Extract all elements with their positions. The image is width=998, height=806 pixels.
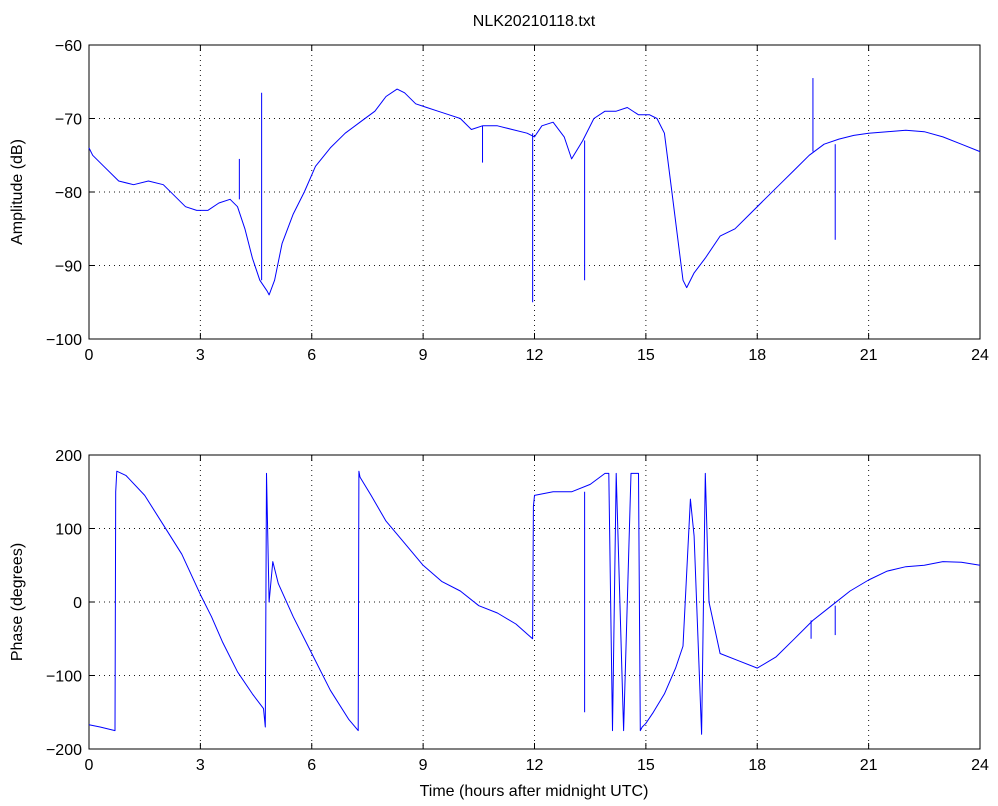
amplitude-x-tick-label: 18	[748, 347, 766, 364]
phase-x-axis-label: Time (hours after midnight UTC)	[420, 783, 649, 800]
phase-series-line	[88, 470, 981, 735]
phase-x-tick-label: 15	[637, 757, 655, 774]
amplitude-series	[88, 78, 981, 303]
phase-series	[88, 470, 981, 735]
phase-panel: 0 3 6 9 12 15 18 21 24 −200 −100 0 100 200 Phase (deg…	[9, 448, 989, 800]
phase-x-tick-label: 9	[419, 757, 428, 774]
amplitude-x-tick-label: 24	[971, 347, 989, 364]
amplitude-x-tick-label: 6	[307, 347, 316, 364]
amplitude-y-axis-label: Amplitude (dB)	[9, 139, 26, 245]
amplitude-y-tick-label: −90	[55, 259, 82, 276]
amplitude-x-tick-label: 12	[526, 347, 544, 364]
amplitude-x-tick-label: 9	[419, 347, 428, 364]
amplitude-y-tick-label: −80	[55, 185, 82, 202]
amplitude-y-tick-label: −60	[55, 38, 82, 55]
amplitude-panel: 0 3 6 9 12 15 18 21 24 −100 −90 −80 −70 −60 Amplitude…	[9, 38, 989, 364]
phase-x-tick-label: 3	[196, 757, 205, 774]
phase-x-tick-label: 24	[971, 757, 989, 774]
amplitude-x-tick-label: 15	[637, 347, 655, 364]
amplitude-ticks: 0 3 6 9 12 15 18 21 24 −100 −90 −80 −70 −60	[46, 38, 989, 364]
phase-y-tick-label: 100	[55, 522, 82, 539]
phase-y-axis-label: Phase (degrees)	[9, 543, 26, 661]
amplitude-y-tick-label: −70	[55, 112, 82, 129]
phase-x-tick-label: 0	[85, 757, 94, 774]
phase-x-tick-label: 12	[526, 757, 544, 774]
amplitude-x-tick-label: 21	[860, 347, 878, 364]
phase-y-tick-label: −200	[46, 742, 82, 759]
phase-y-tick-label: −100	[46, 669, 82, 686]
phase-y-tick-label: 200	[55, 448, 82, 465]
phase-x-tick-label: 6	[307, 757, 316, 774]
chart-title: NLK20210118.txt	[473, 13, 596, 30]
phase-x-tick-label: 21	[860, 757, 878, 774]
phase-x-tick-label: 18	[748, 757, 766, 774]
phase-ticks: 0 3 6 9 12 15 18 21 24 −200 −100 0 100 200	[46, 448, 989, 774]
amplitude-x-tick-label: 3	[196, 347, 205, 364]
amplitude-x-tick-label: 0	[85, 347, 94, 364]
amplitude-grid	[89, 45, 980, 339]
phase-y-tick-label: 0	[73, 595, 82, 612]
amplitude-y-tick-label: −100	[46, 332, 82, 349]
phase-grid	[89, 455, 980, 749]
amplitude-series-line	[88, 88, 981, 296]
